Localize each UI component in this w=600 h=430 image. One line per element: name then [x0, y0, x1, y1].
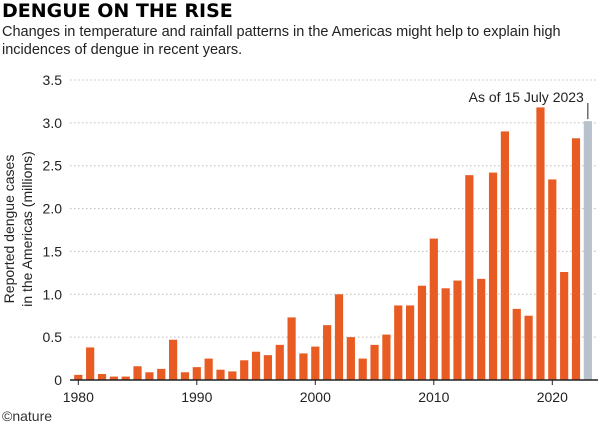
bar-1990 [192, 367, 201, 380]
y-axis-label-line2: in the Americas (millions) [19, 151, 35, 307]
x-tick-label: 2010 [418, 389, 449, 405]
bar-1992 [216, 369, 225, 380]
bar-1999 [299, 353, 308, 380]
bar-2016 [500, 131, 509, 380]
bar-2013 [465, 175, 474, 380]
x-tick-label: 1980 [63, 389, 94, 405]
bar-2010 [429, 238, 438, 380]
bar-2018 [524, 315, 533, 380]
bar-1980 [74, 374, 83, 380]
bar-2012 [453, 280, 462, 380]
x-tick-label: 2000 [300, 389, 331, 405]
bar-2020 [548, 179, 557, 380]
bar-1987 [157, 368, 166, 380]
bar-1983 [109, 376, 118, 380]
x-tick-labels: 1980 1990 2000 2010 2020 [63, 380, 568, 405]
bar-1996 [263, 355, 272, 380]
bar-2022 [571, 138, 581, 380]
bar-1994 [240, 360, 249, 380]
chart-subtitle: Changes in temperature and rainfall patt… [2, 24, 561, 58]
bars [74, 107, 592, 381]
bar-1993 [228, 371, 237, 380]
chart-title: DENGUE ON THE RISE [2, 0, 233, 22]
bar-2000 [311, 346, 320, 380]
bar-1989 [180, 372, 190, 380]
y-tick-label: 1.0 [43, 286, 63, 302]
bar-2006 [382, 334, 391, 380]
y-tick-label: 3.5 [43, 72, 63, 88]
bar-2021 [560, 272, 569, 380]
bar-2005 [370, 344, 379, 380]
bar-1988 [169, 339, 178, 380]
bar-2001 [323, 325, 332, 380]
bar-2015 [488, 172, 498, 380]
y-tick-labels: 0 0.5 1.0 1.5 2.0 2.5 3.0 3.5 [43, 72, 63, 388]
y-tick-label: 2.0 [43, 201, 63, 217]
bar-2004 [358, 358, 367, 380]
bar-2008 [406, 305, 415, 380]
bar-2002 [334, 294, 344, 380]
y-tick-label: 0 [54, 372, 62, 388]
bar-2011 [441, 288, 450, 380]
y-tick-label: 1.5 [43, 243, 63, 259]
bar-1985 [133, 366, 142, 380]
x-tick-label: 1990 [181, 389, 212, 405]
y-axis-label-line1: Reported dengue cases [1, 155, 17, 304]
bar-1995 [251, 351, 261, 380]
y-tick-label: 3.0 [43, 115, 63, 131]
x-tick-label: 2020 [537, 389, 568, 405]
gridlines [70, 79, 598, 338]
bar-2003 [346, 337, 355, 380]
bar-1997 [275, 344, 284, 380]
y-tick-label: 0.5 [43, 329, 63, 345]
bar-2023 [583, 121, 592, 381]
bar-2009 [417, 285, 427, 380]
bar-2019 [536, 107, 545, 380]
bar-1986 [145, 372, 154, 380]
bar-1982 [97, 374, 107, 380]
bar-1984 [121, 376, 130, 380]
annotation-label: As of 15 July 2023 [469, 89, 584, 105]
bar-1998 [287, 317, 296, 380]
nature-credit: ©nature [2, 408, 53, 424]
bar-2007 [394, 305, 403, 380]
bar-2014 [477, 278, 486, 380]
bar-1981 [86, 347, 95, 380]
y-tick-label: 2.5 [43, 158, 63, 174]
bar-2017 [512, 308, 521, 380]
bar-1991 [204, 358, 213, 380]
